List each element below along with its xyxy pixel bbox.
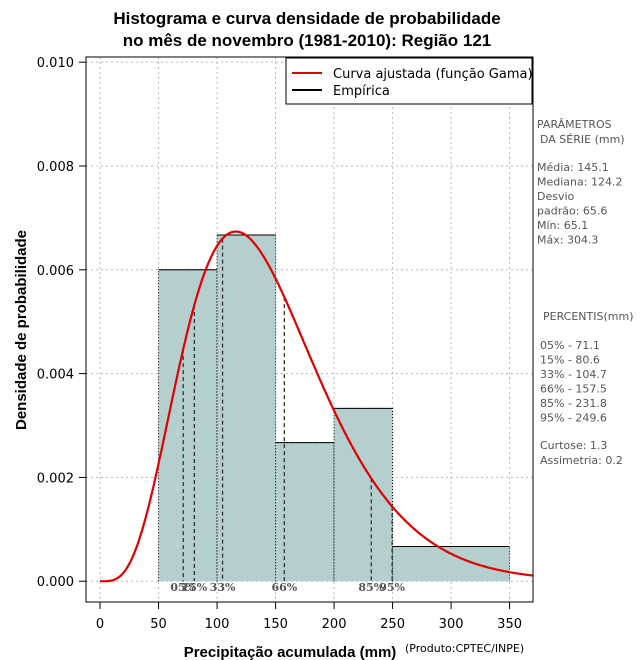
y-tick-label-2: 0.004 xyxy=(37,368,74,383)
histogram-bar-2 xyxy=(275,442,335,582)
x-tick-label-1: 50 xyxy=(150,617,167,632)
y-tick-label-0: 0.000 xyxy=(37,575,74,590)
grid-lines xyxy=(86,57,533,602)
moment-line-0: Curtose: 1.3 xyxy=(540,439,607,452)
y-tick-label-1: 0.002 xyxy=(37,471,74,486)
percentiles-header: PERCENTIS(mm) xyxy=(543,310,634,323)
y-tick-label-4: 0.008 xyxy=(37,160,74,175)
parameters-header: PARÂMETROS xyxy=(537,118,612,131)
percentile-line-text-4: 85% - 231.8 xyxy=(540,397,607,410)
parameter-line-2: Desvio xyxy=(537,190,575,203)
x-tick-label-2: 100 xyxy=(205,617,230,632)
x-tick-label-0: 0 xyxy=(96,617,104,632)
legend-box xyxy=(285,57,533,105)
percentile-label-5: 95% xyxy=(379,581,405,594)
percentile-line-text-3: 66% - 157.5 xyxy=(540,383,607,396)
y-axis: 0.000 0.002 0.004 0.006 0.008 0.010 xyxy=(37,56,86,590)
percentile-lines: 05%15% 33% 66% 85%95% xyxy=(170,238,406,594)
histogram-bar-1 xyxy=(217,235,276,582)
parameter-line-4: Mín: 65.1 xyxy=(537,219,588,232)
x-tick-label-6: 300 xyxy=(439,617,464,632)
chart-title-line1: Histograma e curva densidade de probabil… xyxy=(113,9,500,28)
histogram-bar-0 xyxy=(158,269,218,582)
legend-curve-label: Curva ajustada (função Gama) xyxy=(333,67,533,82)
legend: Curva ajustada (função Gama) Empírica xyxy=(285,57,533,105)
legend-empirical-label: Empírica xyxy=(333,84,390,99)
percentile-label-2: 33% xyxy=(210,581,236,594)
percentile-line-text-2: 33% - 104.7 xyxy=(540,368,607,381)
x-tick-label-4: 200 xyxy=(322,617,347,632)
percentile-line-text-5: 95% - 249.6 xyxy=(540,412,607,425)
parameter-line-5: Máx: 304.3 xyxy=(537,234,598,247)
parameter-line-3: padrão: 65.6 xyxy=(537,205,607,218)
percentile-line-text-1: 15% - 80.6 xyxy=(540,354,600,367)
parameters-subheader: DA SÉRIE (mm) xyxy=(540,133,625,146)
percentile-label-1: 15% xyxy=(181,581,207,594)
x-tick-label-3: 150 xyxy=(263,617,288,632)
series-parameters-panel: PARÂMETROS DA SÉRIE (mm) Média: 145.1 Media… xyxy=(537,118,625,247)
percentile-line-text-0: 05% - 71.1 xyxy=(540,339,600,352)
x-axis: 0 50 100 150 200 250 300 350 xyxy=(96,601,522,632)
percentiles-panel: PERCENTIS(mm) 05% - 71.1 15% - 80.633% - 1… xyxy=(540,310,634,467)
x-axis-title: Precipitação acumulada (mm) xyxy=(184,644,397,660)
product-credit: (Produto:CPTEC/INPE) xyxy=(405,642,524,655)
percentile-label-4: 85% xyxy=(358,581,384,594)
x-tick-label-7: 350 xyxy=(497,617,522,632)
histogram-bar-edge-2 xyxy=(275,442,335,582)
y-tick-label-3: 0.006 xyxy=(37,264,74,279)
histogram-bar-4 xyxy=(392,546,510,582)
x-tick-label-5: 250 xyxy=(380,617,405,632)
percentile-label-0: 05% xyxy=(170,581,196,594)
y-tick-label-5: 0.010 xyxy=(37,56,74,71)
histogram-bars xyxy=(158,234,511,582)
gamma-density-curve xyxy=(100,230,534,583)
parameter-line-0: Média: 145.1 xyxy=(537,161,609,174)
chart-title-line2: no mês de novembro (1981-2010): Região 1… xyxy=(123,31,491,50)
percentile-label-3: 66% xyxy=(271,581,297,594)
parameter-line-1: Mediana: 124.2 xyxy=(537,176,622,189)
y-axis-title: Densidade de probabilidade xyxy=(13,230,30,430)
moment-line-1: Assimetria: 0.2 xyxy=(540,454,623,467)
